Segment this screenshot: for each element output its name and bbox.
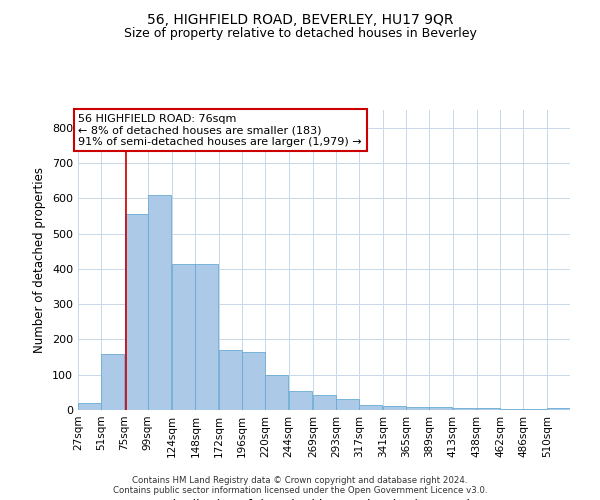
Bar xyxy=(383,406,406,410)
Bar xyxy=(148,194,171,410)
Bar xyxy=(125,214,148,410)
Bar xyxy=(78,403,101,410)
Text: Size of property relative to detached houses in Beverley: Size of property relative to detached ho… xyxy=(124,28,476,40)
Bar xyxy=(477,408,500,410)
Text: 56 HIGHFIELD ROAD: 76sqm
← 8% of detached houses are smaller (183)
91% of semi-d: 56 HIGHFIELD ROAD: 76sqm ← 8% of detache… xyxy=(79,114,362,146)
Bar xyxy=(265,374,288,410)
Bar xyxy=(101,354,124,410)
Bar xyxy=(406,407,429,410)
Bar xyxy=(547,408,570,410)
Bar xyxy=(452,408,476,410)
Bar xyxy=(196,264,218,410)
Bar xyxy=(336,400,359,410)
Y-axis label: Number of detached properties: Number of detached properties xyxy=(34,167,46,353)
Bar xyxy=(219,350,242,410)
Bar xyxy=(359,404,382,410)
Text: 56, HIGHFIELD ROAD, BEVERLEY, HU17 9QR: 56, HIGHFIELD ROAD, BEVERLEY, HU17 9QR xyxy=(147,12,453,26)
X-axis label: Distribution of detached houses by size in Beverley: Distribution of detached houses by size … xyxy=(163,498,485,500)
Bar xyxy=(242,352,265,410)
Bar xyxy=(313,395,336,410)
Bar xyxy=(289,390,311,410)
Text: Contains HM Land Registry data © Crown copyright and database right 2024.
Contai: Contains HM Land Registry data © Crown c… xyxy=(113,476,487,495)
Bar xyxy=(429,407,452,410)
Bar xyxy=(172,264,195,410)
